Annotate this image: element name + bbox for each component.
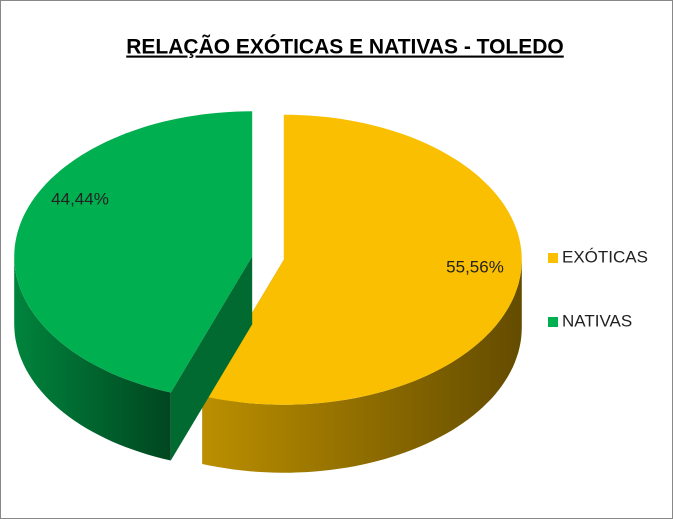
legend-label: NATIVAS bbox=[562, 311, 632, 330]
slice-face bbox=[170, 256, 253, 461]
legend-label: EXÓTICAS bbox=[562, 247, 648, 266]
slice-top bbox=[14, 111, 253, 393]
legend-swatch bbox=[548, 317, 558, 327]
slice-wall bbox=[202, 259, 522, 473]
pie-slice bbox=[202, 114, 522, 473]
chart-title: RELAÇÃO EXÓTICAS E NATIVAS - TOLEDO bbox=[126, 35, 564, 59]
slice-top bbox=[202, 114, 522, 405]
pie-slice bbox=[14, 111, 253, 461]
legend-swatch bbox=[548, 253, 558, 263]
data-label: 44,44% bbox=[51, 189, 109, 208]
slice-wall bbox=[14, 256, 171, 461]
data-label: 55,56% bbox=[446, 257, 504, 276]
